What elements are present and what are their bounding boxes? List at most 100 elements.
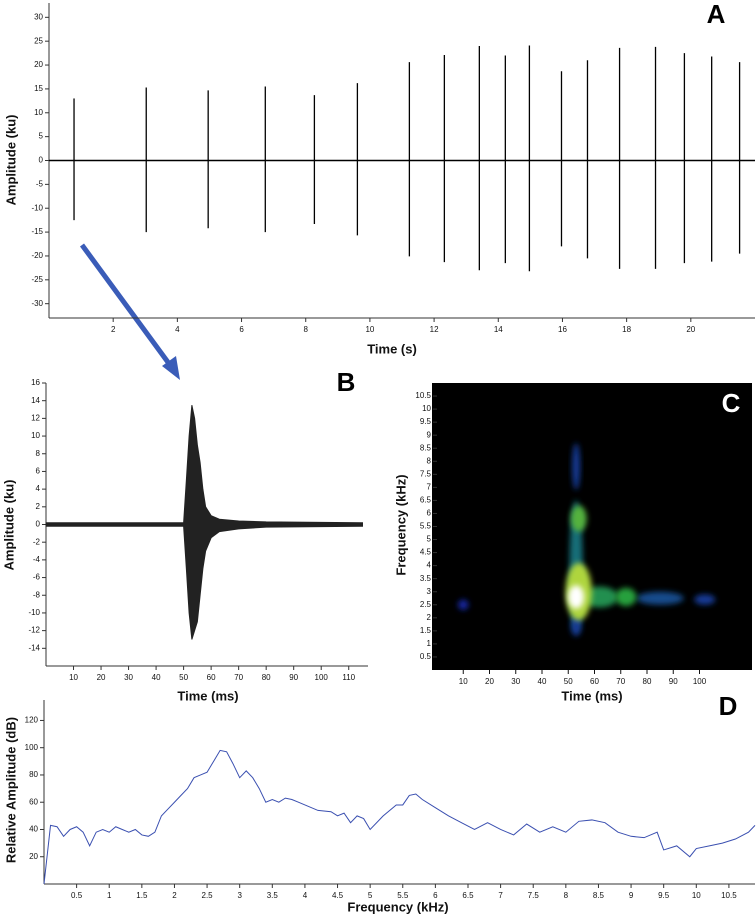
y-tick-label: 0.5: [420, 652, 432, 661]
y-tick-label: 20: [29, 852, 38, 861]
x-tick-label: 20: [485, 677, 494, 686]
y-tick-label: 4: [427, 561, 432, 570]
x-tick-label: 30: [511, 677, 520, 686]
y-axis-label: Amplitude (ku): [3, 115, 18, 206]
x-tick-label: 70: [616, 677, 625, 686]
y-tick-label: -10: [28, 608, 40, 617]
x-tick-label: 5: [368, 891, 373, 900]
y-tick-label: 40: [29, 825, 38, 834]
spectrum-line: [43, 749, 756, 885]
x-tick-label: 5.5: [397, 891, 409, 900]
y-tick-label: 80: [29, 770, 38, 779]
spectrogram-background: [432, 383, 752, 670]
spectrogram-blob: [572, 443, 581, 490]
x-tick-label: 110: [342, 673, 355, 682]
waveform-lower: [45, 524, 363, 640]
panel-label: C: [722, 388, 741, 418]
y-tick-label: 1: [427, 639, 432, 648]
y-tick-label: 16: [31, 378, 40, 387]
y-tick-label: 100: [25, 743, 39, 752]
y-tick-label: 10: [34, 108, 43, 117]
y-tick-label: 8: [427, 456, 432, 465]
x-tick-label: 90: [289, 673, 298, 682]
x-tick-label: 40: [538, 677, 547, 686]
panel-label: D: [719, 691, 738, 721]
x-tick-label: 9.5: [658, 891, 670, 900]
x-tick-label: 20: [686, 325, 695, 334]
y-tick-label: 2.5: [420, 600, 432, 609]
x-tick-label: 2: [172, 891, 177, 900]
y-tick-label: 30: [34, 12, 43, 21]
arrow-head: [162, 356, 180, 380]
x-tick-label: 8: [304, 325, 309, 334]
spectrogram-blob: [636, 591, 684, 605]
y-tick-label: 6: [36, 467, 41, 476]
y-tick-label: 10: [31, 431, 40, 440]
x-tick-label: 3: [237, 891, 242, 900]
waveform-upper: [45, 405, 363, 525]
x-tick-label: 6.5: [462, 891, 474, 900]
y-tick-label: -10: [31, 203, 43, 212]
y-axis-label: Amplitude (ku): [1, 480, 16, 571]
y-tick-label: 2: [427, 613, 432, 622]
y-tick-label: 14: [31, 396, 40, 405]
y-axis-label: Frequency (kHz): [393, 474, 408, 575]
y-tick-label: 8.5: [420, 443, 432, 452]
y-tick-label: 15: [34, 84, 43, 93]
y-tick-label: 60: [29, 797, 38, 806]
x-tick-label: 2: [111, 325, 116, 334]
y-tick-label: 5: [39, 132, 44, 141]
y-tick-label: -4: [33, 555, 41, 564]
x-tick-label: 8: [564, 891, 569, 900]
x-tick-label: 3.5: [267, 891, 279, 900]
y-tick-label: 2: [36, 502, 41, 511]
y-tick-label: -20: [31, 251, 43, 260]
y-tick-label: -6: [33, 573, 41, 582]
y-tick-label: 5: [427, 535, 432, 544]
x-tick-label: 8.5: [593, 891, 605, 900]
spectrogram-blob: [570, 505, 587, 532]
panel-label: A: [707, 0, 726, 29]
y-tick-label: 7: [427, 482, 432, 491]
y-tick-label: 7.5: [420, 469, 432, 478]
y-tick-label: -5: [36, 179, 44, 188]
spectrogram-blob: [568, 585, 584, 609]
spectrogram-blob: [570, 615, 582, 637]
x-tick-label: 100: [693, 677, 707, 686]
x-tick-label: 2.5: [202, 891, 214, 900]
y-tick-label: 0: [36, 520, 41, 529]
x-tick-label: 10: [365, 325, 374, 334]
y-tick-label: 1.5: [420, 626, 432, 635]
y-tick-label: 12: [31, 413, 40, 422]
x-tick-label: 80: [643, 677, 652, 686]
x-tick-label: 10: [459, 677, 468, 686]
x-axis-label: Time (ms): [177, 688, 238, 703]
arrow: [79, 243, 173, 367]
x-tick-label: 4: [175, 325, 180, 334]
y-tick-label: 25: [34, 36, 43, 45]
y-tick-label: 9.5: [420, 417, 432, 426]
y-tick-label: -2: [33, 537, 41, 546]
x-tick-label: 40: [152, 673, 161, 682]
y-tick-label: 9: [427, 430, 432, 439]
x-tick-label: 6: [433, 891, 438, 900]
y-tick-label: 4.5: [420, 548, 432, 557]
y-tick-label: -30: [31, 299, 43, 308]
x-tick-label: 10.5: [721, 891, 737, 900]
y-tick-label: 3: [427, 587, 432, 596]
x-tick-label: 7.5: [528, 891, 540, 900]
x-tick-label: 50: [179, 673, 188, 682]
x-axis-label: Frequency (kHz): [347, 899, 448, 914]
y-tick-label: 120: [25, 716, 39, 725]
x-tick-label: 6: [239, 325, 244, 334]
y-tick-label: 20: [34, 60, 43, 69]
spectrogram-blob: [458, 599, 469, 610]
x-tick-label: 0.5: [71, 891, 83, 900]
y-tick-label: 3.5: [420, 574, 432, 583]
y-tick-label: 10.5: [415, 391, 431, 400]
spectrogram-blob: [694, 594, 716, 605]
x-tick-label: 60: [207, 673, 216, 682]
x-tick-label: 90: [669, 677, 678, 686]
panel-label: B: [337, 367, 356, 397]
